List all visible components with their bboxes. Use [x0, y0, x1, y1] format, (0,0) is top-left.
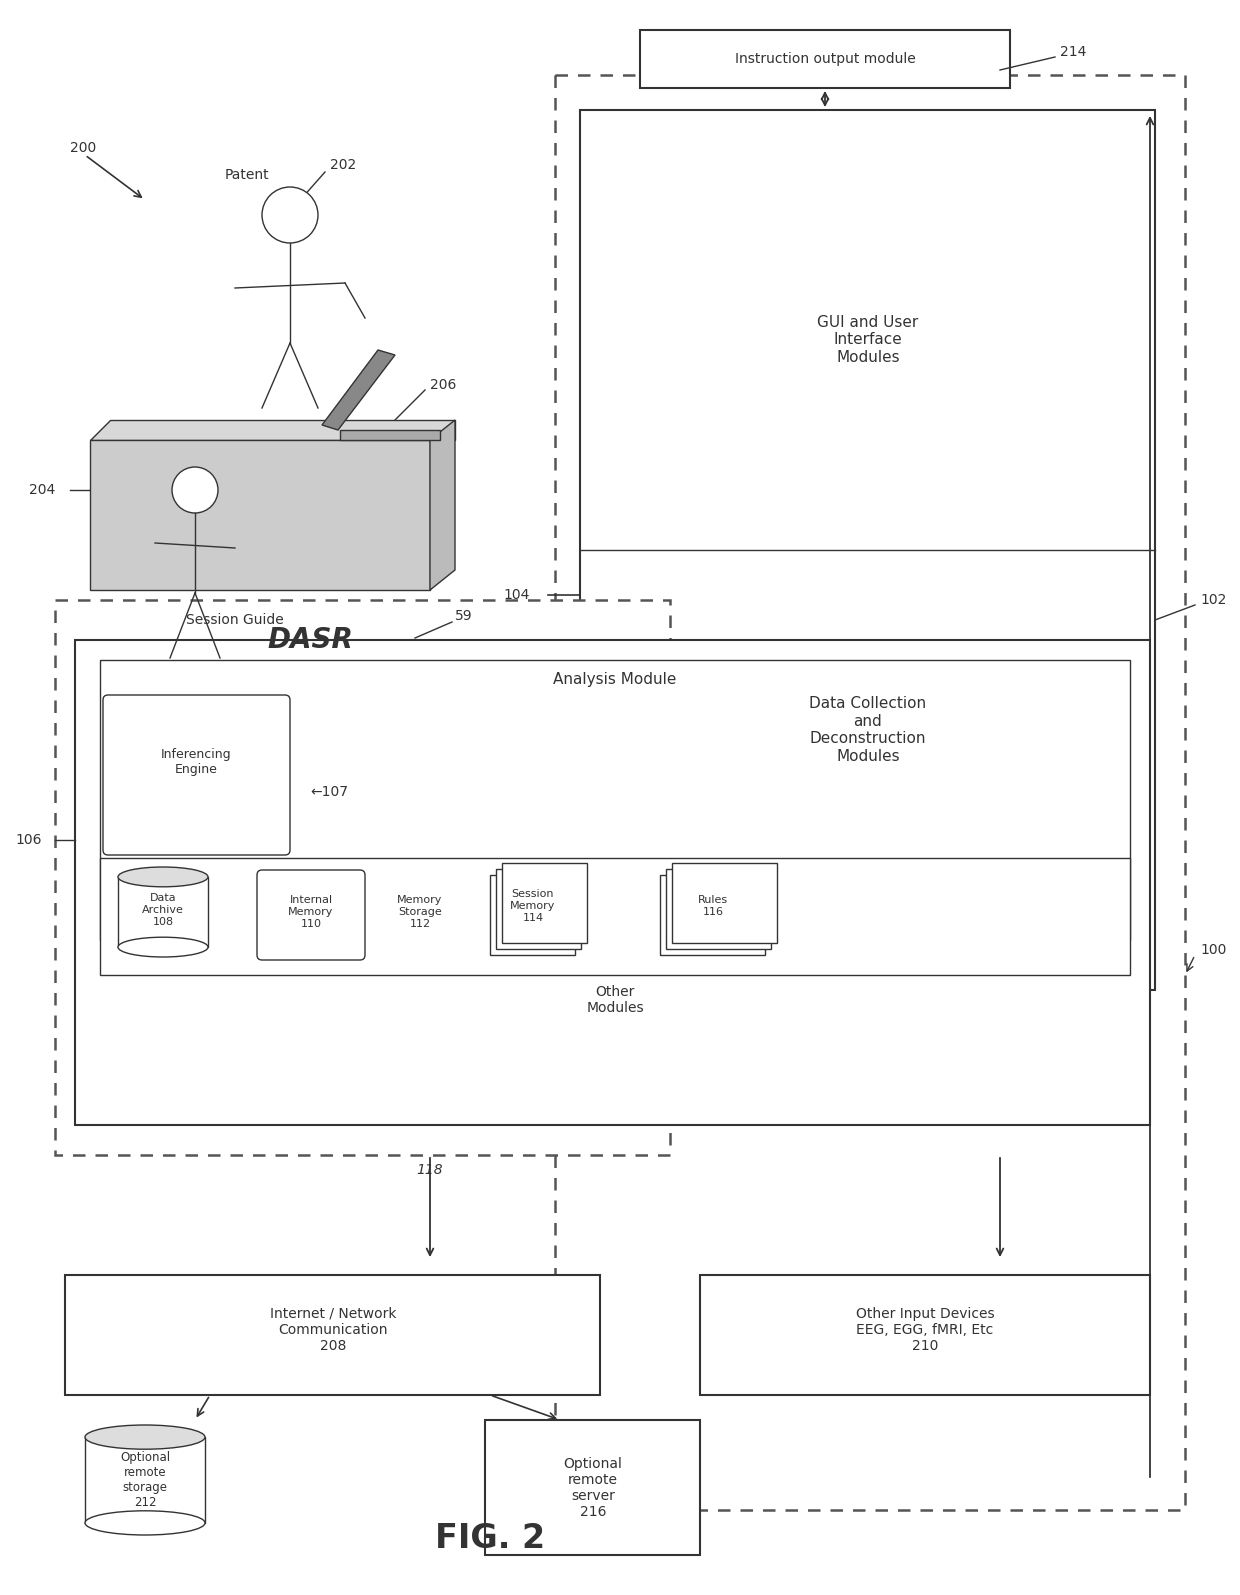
Bar	[55, 600, 670, 1155]
Bar	[118, 877, 208, 947]
Text: Optional
remote
storage
212: Optional remote storage 212	[120, 1451, 170, 1509]
Text: Rules
116: Rules 116	[698, 895, 728, 917]
Bar	[485, 1420, 701, 1555]
Bar	[64, 1274, 600, 1396]
Polygon shape	[322, 349, 396, 431]
Text: Data Collection
and
Deconstruction
Modules: Data Collection and Deconstruction Modul…	[810, 697, 926, 764]
Circle shape	[172, 467, 218, 514]
Text: 200: 200	[69, 140, 97, 155]
Text: 118: 118	[417, 1163, 444, 1177]
Text: Other Input Devices
EEG, EGG, fMRI, Etc
210: Other Input Devices EEG, EGG, fMRI, Etc …	[856, 1306, 994, 1353]
Text: Other
Modules: Other Modules	[587, 984, 644, 1014]
Bar	[640, 30, 1011, 88]
FancyBboxPatch shape	[257, 869, 365, 960]
Text: Analysis Module: Analysis Module	[553, 671, 677, 687]
Text: Internet / Network
Communication
208: Internet / Network Communication 208	[270, 1306, 397, 1353]
Bar	[490, 876, 575, 955]
Bar	[100, 858, 1130, 975]
Text: 100: 100	[1200, 943, 1226, 957]
Text: Instruction output module: Instruction output module	[734, 53, 915, 65]
FancyBboxPatch shape	[103, 695, 290, 855]
Polygon shape	[340, 431, 440, 440]
Bar	[496, 869, 582, 949]
Bar	[86, 1437, 205, 1523]
Text: Data
Archive
108: Data Archive 108	[143, 893, 184, 927]
Bar	[660, 876, 765, 955]
Ellipse shape	[86, 1424, 205, 1450]
Text: 202: 202	[330, 158, 356, 172]
Bar	[666, 869, 771, 949]
Text: 102: 102	[1200, 593, 1226, 608]
Text: FIG. 2: FIG. 2	[435, 1522, 546, 1555]
Text: 104: 104	[503, 589, 529, 601]
Text: 206: 206	[430, 378, 456, 392]
Bar	[580, 110, 1154, 990]
Polygon shape	[91, 440, 430, 590]
Polygon shape	[430, 419, 455, 590]
Text: Optional
remote
server
216: Optional remote server 216	[563, 1456, 622, 1520]
Polygon shape	[91, 419, 455, 440]
Text: 59: 59	[455, 609, 472, 624]
Text: Inferencing
Engine: Inferencing Engine	[161, 748, 232, 777]
Bar	[672, 863, 777, 943]
Text: DASR: DASR	[267, 625, 353, 654]
Bar	[556, 75, 1185, 1510]
Text: ←107: ←107	[310, 785, 348, 799]
Ellipse shape	[118, 938, 208, 957]
Text: GUI and User
Interface
Modules: GUI and User Interface Modules	[817, 316, 919, 365]
Text: 214: 214	[1060, 45, 1086, 59]
Text: 106: 106	[15, 833, 42, 847]
Bar	[74, 640, 1149, 1124]
Text: 204: 204	[29, 483, 55, 498]
Ellipse shape	[118, 868, 208, 887]
Ellipse shape	[86, 1510, 205, 1534]
Bar	[502, 863, 587, 943]
Bar	[701, 1274, 1149, 1396]
Bar	[100, 660, 1130, 939]
Text: Patent: Patent	[224, 167, 269, 182]
Text: Session Guide: Session Guide	[186, 612, 284, 627]
Text: Session
Memory
114: Session Memory 114	[511, 890, 556, 922]
Text: Memory
Storage
112: Memory Storage 112	[397, 895, 443, 928]
Circle shape	[262, 187, 317, 242]
Text: Internal
Memory
110: Internal Memory 110	[289, 895, 334, 928]
